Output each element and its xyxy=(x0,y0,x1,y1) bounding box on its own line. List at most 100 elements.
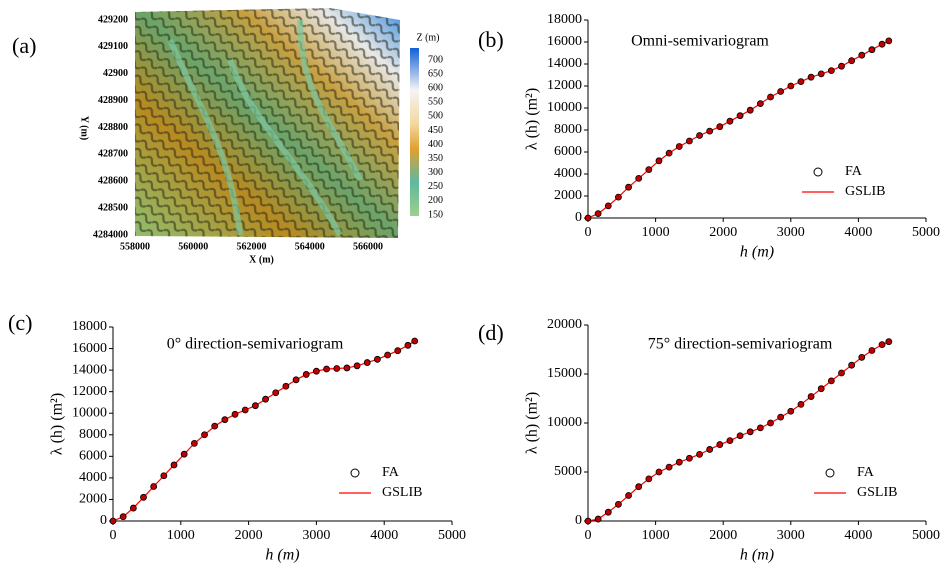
y-tick-label: 12000 xyxy=(72,384,107,399)
data-point xyxy=(313,368,319,374)
data-point xyxy=(768,94,774,100)
x-tick-label: 560000 xyxy=(178,241,208,252)
chart-title: 0° direction-semivariogram xyxy=(167,336,344,353)
x-axis-label: h (m) xyxy=(265,547,299,564)
y-tick-label: 16000 xyxy=(547,34,582,49)
data-point xyxy=(859,354,865,360)
data-point xyxy=(686,455,692,461)
data-point xyxy=(757,101,763,107)
data-point xyxy=(768,420,774,426)
data-point xyxy=(879,41,885,47)
data-point xyxy=(849,362,855,368)
data-point xyxy=(707,446,713,452)
colorbar-title: Z (m) xyxy=(416,32,439,43)
data-point xyxy=(110,518,116,524)
y-tick-label: 8000 xyxy=(554,122,582,137)
legend-label: GSLIB xyxy=(857,485,897,500)
data-point xyxy=(666,464,672,470)
y-tick-label: 428700 xyxy=(98,149,128,160)
y-tick-label: 14000 xyxy=(547,56,582,71)
data-point xyxy=(798,401,804,407)
y-tick-label: 428500 xyxy=(98,202,128,213)
y-tick-label: 6000 xyxy=(79,449,107,464)
data-point xyxy=(886,38,892,44)
data-point xyxy=(686,138,692,144)
x-tick-label: 5000 xyxy=(912,528,940,543)
data-point xyxy=(354,363,360,369)
data-point xyxy=(656,158,662,164)
x-tick-label: 0 xyxy=(585,225,592,240)
data-point xyxy=(141,494,147,500)
data-point xyxy=(676,459,682,465)
y-tick-label: 16000 xyxy=(72,341,107,356)
legend-label: GSLIB xyxy=(845,184,885,199)
data-point xyxy=(676,144,682,150)
data-point xyxy=(626,184,632,190)
x-tick-label: 2000 xyxy=(709,528,737,543)
x-axis-label: h (m) xyxy=(740,547,774,564)
x-tick-label: 558000 xyxy=(120,241,150,252)
colorbar-tick-label: 150 xyxy=(428,209,443,220)
data-point xyxy=(595,211,601,217)
data-point xyxy=(151,484,157,490)
panel-label: (d) xyxy=(478,320,504,345)
data-point xyxy=(232,411,238,417)
data-point xyxy=(727,438,733,444)
y-tick-label: 15000 xyxy=(547,366,582,381)
y-tick-label: 428600 xyxy=(98,176,128,187)
y-tick-label: 0 xyxy=(575,513,582,528)
x-axis-label: X (m) xyxy=(249,254,274,265)
series-line xyxy=(113,341,415,521)
data-point xyxy=(839,63,845,69)
data-point xyxy=(161,473,167,479)
data-point xyxy=(886,339,892,345)
y-tick-label: 10000 xyxy=(547,100,582,115)
data-point xyxy=(212,423,218,429)
y-tick-label: 429100 xyxy=(98,41,128,52)
colorbar-tick-label: 300 xyxy=(428,167,443,178)
y-tick-label: 4000 xyxy=(79,470,107,485)
y-tick-label: 4284000 xyxy=(93,229,128,240)
data-point xyxy=(788,83,794,89)
y-tick-label: 18000 xyxy=(72,319,107,334)
data-point xyxy=(747,107,753,113)
legend-label: GSLIB xyxy=(382,485,422,500)
y-axis-label: λ (h) (m²) xyxy=(49,393,66,455)
y-tick-label: 0 xyxy=(100,513,107,528)
data-point xyxy=(242,407,248,413)
legend-label: FA xyxy=(857,465,875,480)
colorbar-tick-label: 250 xyxy=(428,181,443,192)
x-tick-label: 4000 xyxy=(370,528,398,543)
legend-label: FA xyxy=(845,164,863,179)
colorbar-tick-label: 500 xyxy=(428,111,443,122)
x-tick-label: 1000 xyxy=(642,528,670,543)
data-point xyxy=(405,342,411,348)
data-point xyxy=(252,403,258,409)
data-point xyxy=(181,451,187,457)
colorbar-tick-label: 700 xyxy=(428,54,443,65)
data-point xyxy=(737,433,743,439)
x-tick-label: 0 xyxy=(585,528,592,543)
y-axis-label: Y (m) xyxy=(79,116,90,140)
data-point xyxy=(334,365,340,371)
data-point xyxy=(717,442,723,448)
data-point xyxy=(293,377,299,383)
y-tick-label: 10000 xyxy=(547,415,582,430)
data-point xyxy=(737,113,743,119)
x-tick-label: 1000 xyxy=(167,528,195,543)
legend-swatch xyxy=(351,469,359,477)
data-point xyxy=(344,365,350,371)
data-point xyxy=(303,371,309,377)
data-point xyxy=(263,396,269,402)
x-tick-label: 4000 xyxy=(844,528,872,543)
data-point xyxy=(273,390,279,396)
data-point xyxy=(595,516,601,522)
x-tick-label: 5000 xyxy=(912,225,940,240)
data-point xyxy=(615,501,621,507)
x-tick-label: 562000 xyxy=(237,241,267,252)
x-tick-label: 3000 xyxy=(302,528,330,543)
y-tick-label: 429200 xyxy=(98,14,128,25)
x-tick-label: 4000 xyxy=(844,225,872,240)
x-tick-label: 1000 xyxy=(642,225,670,240)
data-point xyxy=(636,175,642,181)
